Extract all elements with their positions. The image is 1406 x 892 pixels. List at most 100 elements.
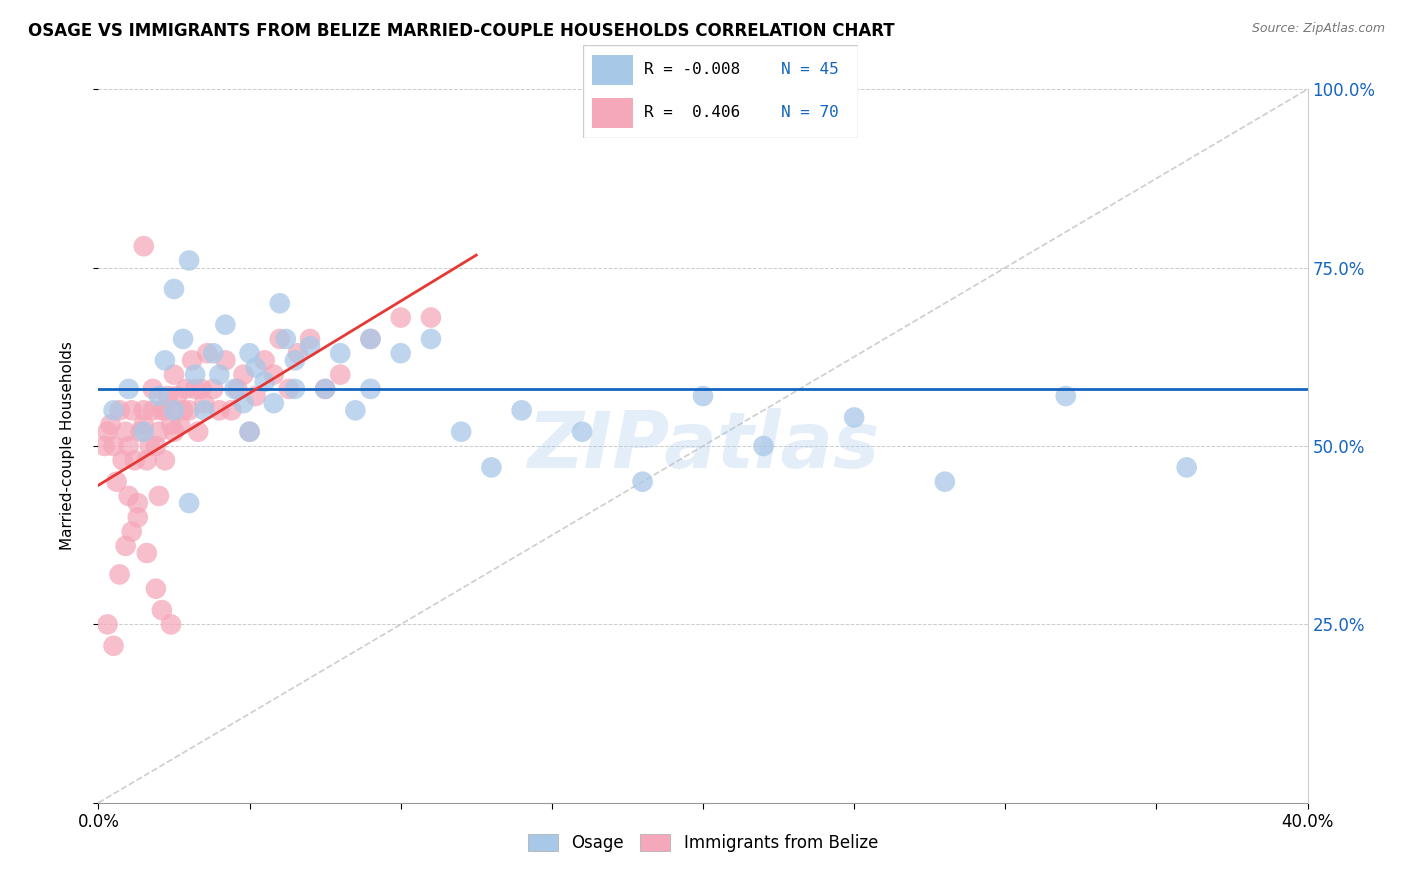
Text: N = 45: N = 45	[780, 62, 838, 78]
Point	[179, 403, 201, 417]
Point	[172, 403, 194, 417]
Point	[148, 389, 170, 403]
Point	[269, 332, 291, 346]
Point	[132, 417, 155, 432]
Point	[510, 403, 533, 417]
Point	[193, 403, 215, 417]
FancyBboxPatch shape	[592, 55, 633, 85]
Point	[360, 382, 382, 396]
Point	[163, 368, 186, 382]
Point	[195, 346, 218, 360]
Point	[202, 346, 225, 360]
Point	[253, 353, 276, 368]
Point	[118, 489, 141, 503]
Point	[329, 346, 352, 360]
Point	[224, 382, 246, 396]
Point	[163, 403, 186, 417]
Point	[692, 389, 714, 403]
Point	[239, 425, 262, 439]
Point	[184, 368, 207, 382]
Point	[174, 382, 197, 396]
Point	[314, 382, 336, 396]
Point	[127, 496, 149, 510]
Text: Source: ZipAtlas.com: Source: ZipAtlas.com	[1251, 22, 1385, 36]
Point	[160, 617, 183, 632]
FancyBboxPatch shape	[583, 45, 858, 138]
Point	[631, 475, 654, 489]
Point	[481, 460, 503, 475]
Point	[132, 425, 155, 439]
Point	[314, 382, 336, 396]
Point	[184, 382, 207, 396]
Point	[420, 310, 443, 325]
Point	[108, 567, 131, 582]
Point	[96, 425, 118, 439]
Point	[105, 475, 128, 489]
Point	[114, 539, 136, 553]
Point	[103, 639, 125, 653]
Point	[132, 239, 155, 253]
Text: OSAGE VS IMMIGRANTS FROM BELIZE MARRIED-COUPLE HOUSEHOLDS CORRELATION CHART: OSAGE VS IMMIGRANTS FROM BELIZE MARRIED-…	[28, 22, 894, 40]
Point	[163, 425, 186, 439]
Point	[118, 382, 141, 396]
Point	[1054, 389, 1077, 403]
Point	[148, 425, 170, 439]
Point	[160, 417, 183, 432]
Point	[269, 296, 291, 310]
Point	[389, 310, 412, 325]
Point	[118, 439, 141, 453]
Point	[232, 396, 254, 410]
Point	[179, 496, 201, 510]
Point	[163, 282, 186, 296]
Point	[226, 382, 249, 396]
Point	[299, 332, 322, 346]
Point	[127, 510, 149, 524]
Text: N = 70: N = 70	[780, 105, 838, 120]
Point	[156, 389, 179, 403]
Point	[193, 396, 215, 410]
Point	[253, 375, 276, 389]
Point	[263, 368, 285, 382]
Point	[93, 439, 115, 453]
Legend: Osage, Immigrants from Belize: Osage, Immigrants from Belize	[522, 827, 884, 859]
Point	[153, 453, 176, 467]
Point	[208, 368, 231, 382]
Point	[214, 318, 236, 332]
Point	[139, 439, 162, 453]
Point	[329, 368, 352, 382]
Point	[239, 425, 262, 439]
Point	[150, 403, 173, 417]
Point	[190, 382, 212, 396]
Point	[111, 453, 134, 467]
Point	[142, 403, 165, 417]
Point	[172, 332, 194, 346]
Y-axis label: Married-couple Households: Married-couple Households	[60, 342, 75, 550]
Point	[208, 403, 231, 417]
Point	[153, 353, 176, 368]
Point	[274, 332, 297, 346]
Point	[344, 403, 367, 417]
Point	[277, 382, 299, 396]
Point	[360, 332, 382, 346]
Point	[169, 417, 191, 432]
Point	[263, 396, 285, 410]
Point	[284, 382, 307, 396]
Point	[135, 546, 157, 560]
Text: R = -0.008: R = -0.008	[644, 62, 740, 78]
Point	[934, 475, 956, 489]
Point	[103, 439, 125, 453]
Point	[108, 403, 131, 417]
Point	[124, 453, 146, 467]
Point	[100, 417, 122, 432]
Point	[121, 524, 143, 539]
Point	[360, 332, 382, 346]
Point	[571, 425, 593, 439]
Point	[121, 403, 143, 417]
Point	[153, 403, 176, 417]
Point	[232, 368, 254, 382]
Point	[179, 253, 201, 268]
Point	[114, 425, 136, 439]
Point	[132, 403, 155, 417]
Point	[135, 453, 157, 467]
Point	[752, 439, 775, 453]
